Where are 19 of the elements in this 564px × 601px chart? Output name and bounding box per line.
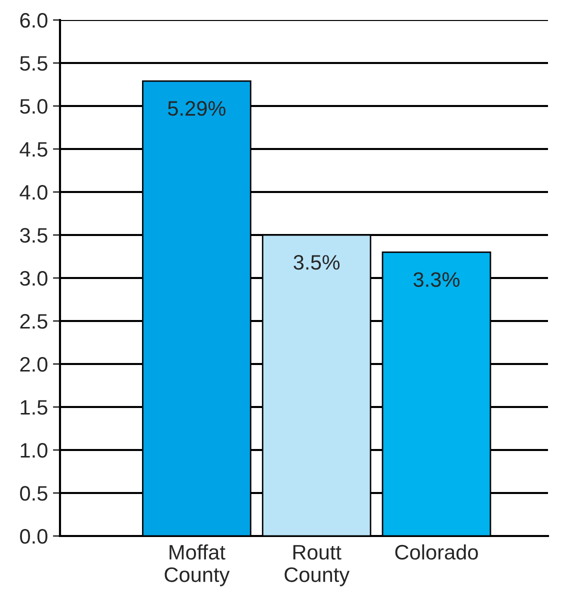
y-tick-label: 0.0 — [20, 529, 48, 544]
data-label: 3.3% — [414, 272, 460, 287]
y-tick-label: 0.5 — [20, 486, 48, 501]
y-tick-label: 2.5 — [20, 314, 48, 329]
y-tick-label: 3.0 — [20, 271, 48, 286]
data-label: 3.5% — [294, 254, 340, 270]
y-tick-label: 1.0 — [20, 443, 48, 458]
y-tick-label: 2.0 — [20, 357, 48, 372]
x-tick-label: Colorado — [395, 544, 478, 560]
y-tick-label: 4.0 — [20, 185, 48, 200]
y-tick-label: 5.0 — [20, 99, 48, 114]
y-tick-label: 6.0 — [20, 13, 48, 28]
y-tick-label: 5.5 — [20, 56, 48, 71]
y-tick-label: 1.5 — [20, 400, 48, 415]
x-tick-label: Moffat County — [164, 544, 230, 586]
y-tick-label: 4.5 — [20, 142, 48, 157]
x-tick-label: Routt County — [284, 545, 350, 586]
y-tick-label: 3.5 — [20, 228, 48, 243]
data-label: 5.29% — [168, 101, 226, 116]
